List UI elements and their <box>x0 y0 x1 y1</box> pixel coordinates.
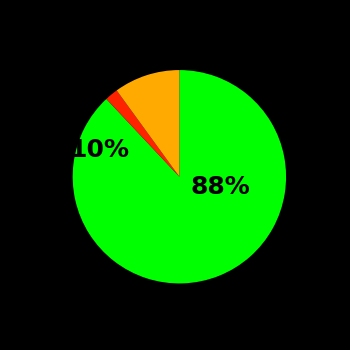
Wedge shape <box>106 90 179 177</box>
Text: 10%: 10% <box>69 138 130 162</box>
Wedge shape <box>73 70 286 284</box>
Text: 88%: 88% <box>190 175 250 199</box>
Wedge shape <box>117 70 180 177</box>
